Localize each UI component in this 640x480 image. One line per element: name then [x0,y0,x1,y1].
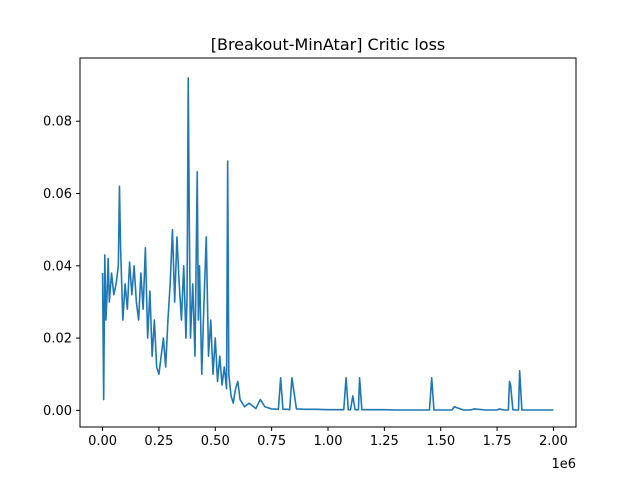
y-tick-label: 0.04 [43,259,72,274]
x-tick-label: 1.75 [483,434,512,449]
y-tick-label: 0.00 [43,404,72,419]
chart-title: [Breakout-MinAtar] Critic loss [211,35,446,54]
x-tick-label: 1.00 [314,434,343,449]
x-tick-label: 2.00 [539,434,568,449]
x-tick-label: 1.25 [370,434,399,449]
plot-background [80,58,576,427]
y-tick-label: 0.02 [43,332,72,347]
y-axis: 0.00 0.02 0.04 0.06 0.08 [43,115,80,419]
x-tick-label: 0.50 [201,434,230,449]
y-tick-label: 0.06 [43,187,72,202]
x-tick-label: 1.50 [426,434,455,449]
x-offset-label: 1e6 [551,457,576,472]
x-tick-label: 0.00 [88,434,117,449]
x-tick-label: 0.75 [257,434,286,449]
series-layer [101,77,554,411]
series-line [101,77,554,411]
x-tick-label: 0.25 [144,434,173,449]
plot-area [79,57,577,428]
x-axis: 0.00 0.25 0.50 0.75 1.00 1.25 1.50 1.75 2.00 [88,427,568,449]
y-tick-label: 0.08 [43,115,72,130]
